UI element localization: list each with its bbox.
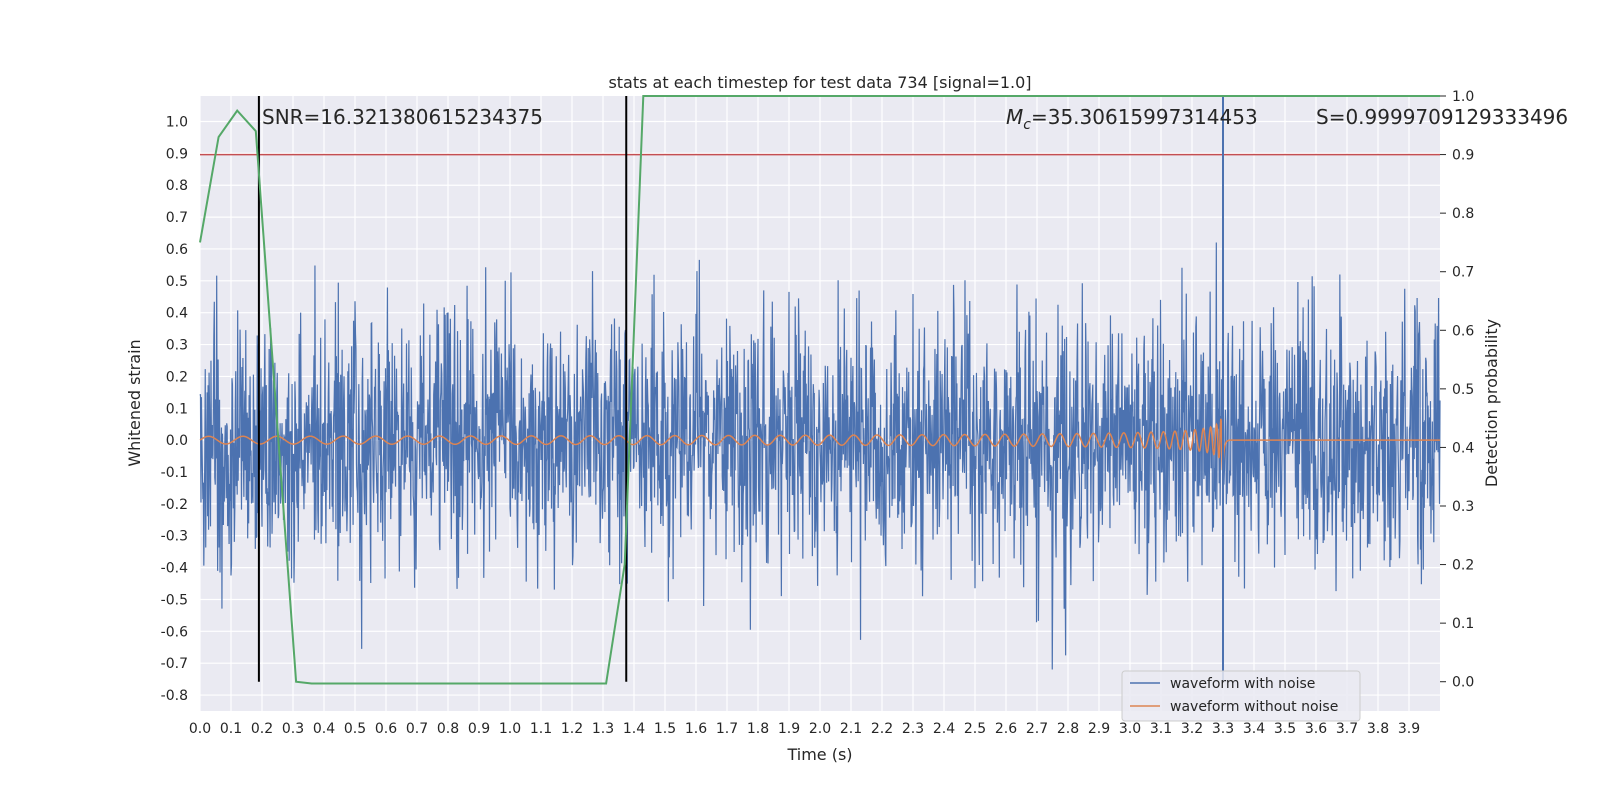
y-tick-label-right: 0.6 <box>1452 323 1474 339</box>
clean-waveform-line <box>199 418 1440 471</box>
y-tick-label-right: 0.7 <box>1452 265 1474 281</box>
x-tick-label: 2.4 <box>933 721 955 737</box>
y-tick-label-right: 0.1 <box>1452 616 1474 632</box>
y-ticks-right: 1.0 0.9 0.8 0.7 0.6 0.5 0.4 0.3 0.2 0.1 0.0 <box>1440 89 1474 691</box>
y-tick-label: 0.2 <box>166 369 188 385</box>
noisy-waveform-line <box>199 121 1441 670</box>
y-axis-label-right: Detection probability <box>1482 319 1501 487</box>
x-tick-label: 2.1 <box>840 721 862 737</box>
y-tick-label: 0.7 <box>166 210 188 226</box>
x-tick-label: 1.9 <box>778 721 800 737</box>
legend-label-clean: waveform without noise <box>1170 699 1338 715</box>
x-tick-label: 0.2 <box>251 721 273 737</box>
y-tick-label: -0.7 <box>161 656 188 672</box>
y-tick-label-right: 0.9 <box>1452 148 1474 164</box>
y-tick-label-right: 0.2 <box>1452 558 1474 574</box>
x-tick-label: 0.7 <box>406 721 428 737</box>
x-tick-label: 3.4 <box>1243 721 1265 737</box>
x-tick-label: 0.0 <box>189 721 211 737</box>
detection-score-annotation: S=0.9999709129333496 <box>1316 105 1568 129</box>
x-tick-label: 1.2 <box>561 721 583 737</box>
x-tick-label: 3.9 <box>1398 721 1420 737</box>
x-tick-label: 1.3 <box>592 721 614 737</box>
y-ticks: 1.0 0.9 0.8 0.7 0.6 0.5 0.4 0.3 0.2 0.1 0.0 -0.1 -0.… <box>161 114 188 704</box>
x-tick-label: 0.8 <box>437 721 459 737</box>
x-tick-label: 0.5 <box>344 721 366 737</box>
chirp-mass-annotation: Mc=35.30615997314453 <box>1006 105 1258 133</box>
x-ticks: 0.0 0.1 0.2 0.3 0.4 0.5 0.6 0.7 0.8 0.9 1.0 1.1 1.2 1… <box>189 721 1420 737</box>
x-tick-label: 3.3 <box>1212 721 1234 737</box>
chirp-mass-subscript: c <box>1023 117 1031 133</box>
x-tick-label: 3.1 <box>1150 721 1172 737</box>
x-tick-label: 1.7 <box>716 721 738 737</box>
snr-annotation: SNR=16.321380615234375 <box>262 105 543 129</box>
x-tick-label: 1.4 <box>623 721 645 737</box>
y-tick-label-right: 1.0 <box>1452 89 1474 105</box>
legend-box <box>1121 670 1361 722</box>
x-tick-label: 3.5 <box>1274 721 1296 737</box>
chirp-mass-value: =35.30615997314453 <box>1031 105 1258 129</box>
y-tick-label: 0.9 <box>166 146 188 162</box>
legend: waveform with noise waveform without noi… <box>1121 670 1361 722</box>
chart-title: stats at each timestep for test data 734… <box>608 73 1031 92</box>
x-tick-label: 3.2 <box>1181 721 1203 737</box>
detection-probability-line <box>199 95 1440 685</box>
x-tick-label: 1.8 <box>747 721 769 737</box>
x-tick-label: 2.9 <box>1088 721 1110 737</box>
x-tick-label: 0.1 <box>220 721 242 737</box>
x-tick-label: 1.6 <box>685 721 707 737</box>
y-tick-label: -0.5 <box>161 592 188 608</box>
x-tick-label: 1.5 <box>654 721 676 737</box>
y-tick-label-right: 0.8 <box>1452 206 1474 222</box>
grid <box>199 96 1440 711</box>
x-tick-label: 2.2 <box>871 721 893 737</box>
x-tick-label: 2.0 <box>809 721 831 737</box>
x-tick-label: 0.3 <box>282 721 304 737</box>
x-tick-label: 3.7 <box>1336 721 1358 737</box>
y-tick-label-right: 0.4 <box>1452 440 1474 456</box>
y-tick-label: 0.4 <box>166 306 188 322</box>
x-tick-label: 2.5 <box>964 721 986 737</box>
y-tick-label: 0.0 <box>166 433 188 449</box>
legend-label-noise: waveform with noise <box>1170 676 1315 692</box>
x-tick-label: 3.0 <box>1119 721 1141 737</box>
y-tick-label: -0.6 <box>161 624 188 640</box>
y-tick-label-right: 0.3 <box>1452 499 1474 515</box>
series-layer <box>199 95 1441 685</box>
y-tick-label: -0.4 <box>161 561 188 577</box>
y-tick-label-right: 0.5 <box>1452 382 1474 398</box>
x-axis-label: Time (s) <box>786 745 852 764</box>
y-tick-label-right: 0.0 <box>1452 675 1474 691</box>
x-tick-label: 1.1 <box>530 721 552 737</box>
y-tick-label: 0.1 <box>166 401 188 417</box>
x-tick-label: 2.6 <box>995 721 1017 737</box>
y-tick-label: -0.2 <box>161 497 188 513</box>
y-tick-label: 1.0 <box>166 114 188 130</box>
x-tick-label: 2.3 <box>902 721 924 737</box>
y-tick-label: -0.1 <box>161 465 188 481</box>
y-tick-label: 0.6 <box>166 242 188 258</box>
y-tick-label: -0.3 <box>161 529 188 545</box>
x-tick-label: 0.6 <box>375 721 397 737</box>
chirp-mass-symbol: M <box>1006 105 1023 129</box>
x-tick-label: 2.8 <box>1057 721 1079 737</box>
y-tick-label: 0.8 <box>166 178 188 194</box>
x-tick-label: 0.9 <box>468 721 490 737</box>
x-tick-label: 3.6 <box>1305 721 1327 737</box>
y-tick-label: 0.3 <box>166 338 188 354</box>
y-tick-label: 0.5 <box>166 274 188 290</box>
y-tick-label: -0.8 <box>161 688 188 704</box>
x-tick-label: 1.0 <box>499 721 521 737</box>
y-axis-label: Whitened strain <box>125 339 144 466</box>
x-tick-label: 3.8 <box>1367 721 1389 737</box>
x-tick-label: 0.4 <box>313 721 335 737</box>
x-tick-label: 2.7 <box>1026 721 1048 737</box>
